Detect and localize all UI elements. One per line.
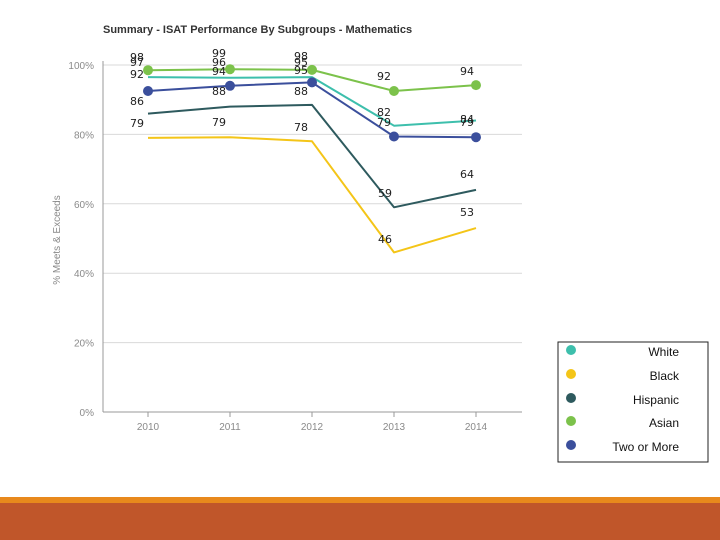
- data-label: 88: [212, 85, 226, 98]
- data-point: [307, 77, 317, 88]
- gridlines: 0% 20% 40% 60% 80% 100%: [68, 61, 522, 419]
- y-tick-label: 100%: [68, 61, 94, 72]
- data-point: [471, 80, 481, 91]
- legend-entry: Hispanic: [633, 393, 679, 407]
- data-label: 95: [294, 64, 308, 77]
- x-tick-label: 2010: [137, 422, 160, 433]
- footer-stripe: [0, 497, 720, 503]
- axes: 2010 2011 2012 2013 2014: [102, 61, 522, 433]
- data-point: [389, 86, 399, 96]
- data-point: [389, 131, 399, 142]
- data-point: [307, 64, 317, 75]
- data-label: 64: [460, 168, 474, 181]
- x-tick-label: 2013: [383, 422, 406, 433]
- legend-marker: [566, 440, 576, 450]
- legend-entry: Two or More: [612, 440, 679, 454]
- y-tick-label: 0%: [80, 408, 95, 419]
- data-label: 46: [378, 233, 392, 246]
- series-line-hispanic: [147, 103, 477, 209]
- series-line-black: [147, 136, 477, 254]
- data-label: 98: [130, 51, 144, 64]
- data-label: 95: [294, 56, 308, 69]
- data-label: 86: [130, 95, 144, 108]
- data-label: 99: [212, 47, 226, 60]
- x-tick-label: 2011: [219, 422, 241, 433]
- legend-entry: Asian: [649, 416, 679, 430]
- legend-box: [557, 341, 709, 463]
- data-label: 84: [460, 113, 474, 126]
- y-axis-title: % Meets & Exceeds: [52, 195, 63, 284]
- data-label: 96: [212, 56, 226, 69]
- data-label: 92: [377, 70, 391, 83]
- data-label: 82: [377, 106, 391, 119]
- data-label: 79: [212, 116, 226, 129]
- y-tick-label: 20%: [74, 339, 94, 350]
- data-label: 94: [460, 65, 474, 78]
- data-label: 53: [460, 206, 474, 219]
- data-point: [225, 80, 235, 91]
- legend-entry: White: [648, 345, 679, 359]
- data-label: 94: [212, 65, 226, 78]
- data-label: 79: [377, 116, 391, 129]
- data-point: [471, 132, 481, 143]
- data-point: [143, 86, 153, 96]
- data-label: 79: [460, 116, 474, 129]
- data-label: 59: [378, 187, 392, 200]
- chart-title: Summary - ISAT Performance By Subgroups …: [103, 24, 412, 36]
- data-label: 98: [294, 50, 308, 63]
- x-tick-label: 2012: [301, 422, 324, 433]
- data-point: [143, 65, 153, 76]
- legend-marker: [566, 345, 576, 355]
- data-label: 78: [294, 121, 308, 134]
- series-lines: [143, 64, 481, 254]
- data-label: 88: [294, 85, 308, 98]
- footer-bar: [0, 503, 720, 540]
- line-chart: Summary - ISAT Performance By Subgroups …: [52, 24, 709, 463]
- data-label: 79: [130, 117, 144, 130]
- data-label: 97: [130, 56, 144, 69]
- data-label: 92: [130, 68, 144, 81]
- legend-marker: [566, 369, 576, 379]
- data-point: [225, 64, 235, 75]
- legend: White Black Hispanic Asian Two or More: [557, 341, 709, 463]
- legend-marker: [566, 416, 576, 426]
- x-tick-label: 2014: [465, 422, 488, 433]
- legend-entry: Black: [650, 369, 680, 383]
- series-line-white: [147, 76, 477, 127]
- y-tick-label: 40%: [74, 269, 94, 280]
- legend-marker: [566, 393, 576, 403]
- y-tick-label: 80%: [74, 130, 94, 141]
- y-tick-label: 60%: [74, 200, 94, 211]
